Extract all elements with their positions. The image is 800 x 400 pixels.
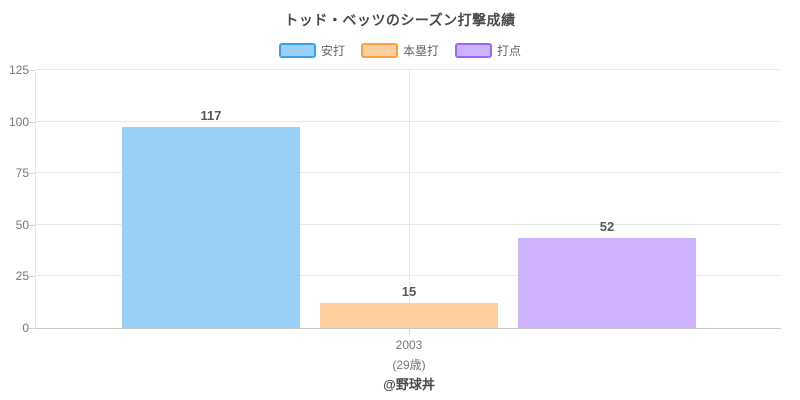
legend-swatch-icon-home-runs	[360, 43, 398, 58]
y-axis-tick-25: 25	[15, 269, 29, 284]
y-tick-mark-0	[29, 328, 35, 329]
bar-home-runs[interactable]	[320, 303, 498, 328]
gridline-x-category	[409, 70, 410, 328]
legend-swatch-icon-rbi	[455, 43, 492, 58]
bar-rbi[interactable]	[518, 238, 696, 328]
gridline-y-50	[36, 223, 781, 225]
legend-label-home-runs: 本塁打	[402, 44, 439, 58]
gridline-y-75	[36, 172, 781, 174]
gridline-y-125	[36, 69, 781, 70]
bar-value-label-home-runs: 15	[401, 284, 417, 299]
legend-item-home-runs[interactable]: 本塁打	[360, 42, 439, 59]
y-axis-tick-50: 50	[15, 217, 29, 232]
y-tick-mark-25	[29, 276, 35, 278]
gridline-y-100	[36, 120, 781, 122]
legend-item-hits[interactable]: 安打	[278, 42, 345, 59]
y-tick-mark-50	[29, 224, 35, 226]
y-axis-tick-0: 0	[22, 321, 29, 335]
bar-value-label-rbi: 52	[599, 219, 615, 234]
legend: 安打 本塁打 打点	[0, 42, 800, 59]
y-axis-tick-125: 125	[8, 63, 29, 77]
gridline-y-25	[36, 275, 781, 277]
plot-area: 0 25 50 75 100 125 117 15 52	[9, 63, 781, 335]
x-tick-mark-category	[409, 329, 410, 335]
y-tick-mark-100	[29, 121, 35, 123]
chart-title: トッド・ベッツのシーズン打撃成績	[284, 12, 516, 28]
legend-label-hits: 安打	[320, 44, 345, 58]
legend-swatch-icon-hits	[278, 43, 316, 58]
y-tick-mark-75	[29, 173, 35, 175]
bar-value-label-hits: 117	[200, 108, 222, 123]
legend-label-rbi: 打点	[497, 44, 522, 58]
y-axis-tick-75: 75	[15, 166, 29, 181]
credit-text: @野球丼	[383, 377, 435, 392]
legend-item-rbi[interactable]: 打点	[455, 42, 521, 59]
y-tick-mark-125	[29, 70, 35, 71]
x-axis-label-year: 2003	[395, 338, 423, 352]
bar-hits[interactable]	[122, 127, 300, 328]
x-axis-label-age: (29歳)	[392, 358, 426, 372]
y-axis-tick-100: 100	[8, 114, 29, 129]
